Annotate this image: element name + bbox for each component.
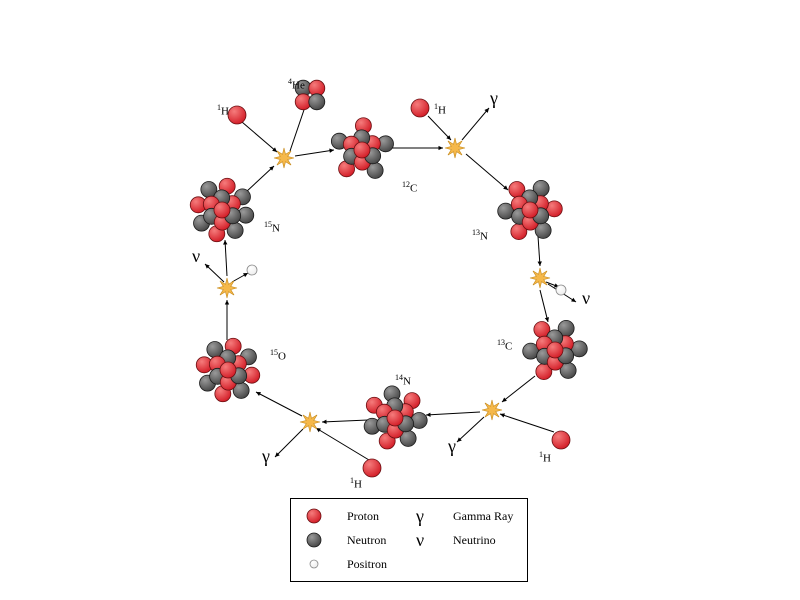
arrow (242, 122, 277, 152)
legend-label: Gamma Ray (453, 509, 513, 524)
isotope-label: 1H (434, 102, 446, 117)
particle-h1c (552, 431, 570, 449)
emission-label: γ (490, 88, 498, 109)
nucleus-n15 (190, 178, 254, 242)
arrow (462, 108, 489, 140)
legend-symbol-gamma: γ (411, 507, 429, 525)
arrow (275, 429, 303, 457)
arrow-head (329, 149, 334, 153)
arrow (426, 412, 480, 415)
arrow (538, 236, 540, 266)
arrow (290, 104, 306, 151)
arrow (502, 376, 535, 402)
legend-symbol-positron (305, 555, 323, 573)
nucleus-n14 (364, 386, 427, 449)
legend-symbol-nu: ν (411, 531, 429, 549)
arrow-head (545, 317, 549, 322)
isotope-label: 1H (539, 450, 551, 465)
arrow-head (322, 420, 327, 424)
reaction-star (274, 148, 294, 168)
arrow (225, 240, 227, 276)
reaction-star (300, 412, 320, 432)
isotope-label: 14N (395, 373, 411, 388)
reaction-star (445, 138, 465, 158)
arrow-head (500, 413, 505, 417)
isotope-label: 15O (270, 348, 286, 363)
arrow (295, 150, 334, 156)
reaction-star (530, 268, 550, 288)
legend-symbol-proton (305, 507, 323, 525)
particle-h1b (411, 99, 429, 117)
legend-label: Neutrino (453, 533, 513, 548)
nucleus-c13 (523, 320, 588, 379)
reaction-star (217, 278, 237, 298)
emission-label: ν (192, 246, 200, 267)
arrow-head (225, 300, 229, 305)
nucleus-o15 (196, 338, 260, 402)
arrow-head (438, 146, 443, 150)
emission-label: γ (262, 446, 270, 467)
arrow (322, 420, 368, 422)
arrow (466, 154, 508, 190)
legend-symbol-neutron (305, 531, 323, 549)
particle-pos2 (247, 265, 257, 275)
arrow (316, 428, 369, 460)
particle-h1d (363, 459, 381, 477)
isotope-label: 1H (350, 476, 362, 491)
arrow-head (538, 261, 542, 266)
arrow (246, 166, 274, 192)
reaction-star (482, 400, 502, 420)
isotope-label: 13N (472, 228, 488, 243)
arrow (457, 417, 484, 442)
isotope-label: 1H (217, 103, 229, 118)
emission-label: ν (582, 288, 590, 309)
arrow (256, 392, 302, 416)
arrow-head (426, 413, 431, 417)
legend-label: Neutron (347, 533, 387, 548)
nucleus-c12 (331, 118, 393, 179)
arrow (428, 116, 451, 140)
isotope-label: 13C (497, 338, 512, 353)
emission-label: γ (448, 436, 456, 457)
arrow (540, 290, 548, 322)
legend-label: Positron (347, 557, 387, 572)
particle-h1a (228, 106, 246, 124)
isotope-label: 4He (288, 77, 305, 92)
isotope-label: 12C (402, 180, 417, 195)
particle-pos1 (556, 285, 566, 295)
arrow-head (223, 240, 227, 245)
arrow (500, 414, 554, 432)
legend-box: Proton γ Gamma Ray Neutron ν Neutrino Positron (290, 498, 528, 582)
isotope-label: 15N (264, 220, 280, 235)
legend-label: Proton (347, 509, 387, 524)
